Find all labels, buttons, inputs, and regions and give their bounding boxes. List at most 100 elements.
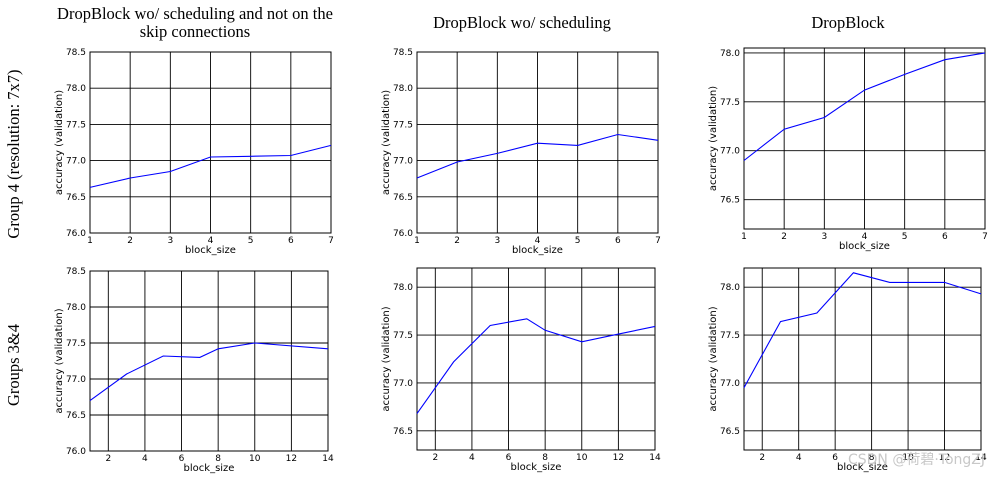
x-tick-label: 2 xyxy=(454,236,460,246)
y-tick-label: 78.5 xyxy=(393,48,413,58)
y-tick-label: 76.0 xyxy=(393,229,413,239)
series-line xyxy=(89,144,332,188)
series-line xyxy=(416,133,659,179)
x-tick-label: 2 xyxy=(105,454,111,464)
x-tick-label: 3 xyxy=(167,236,173,246)
y-tick-label: 77.5 xyxy=(720,331,740,341)
x-tick-label: 7 xyxy=(982,232,988,242)
x-tick-label: 1 xyxy=(87,236,93,246)
chart-panel-5: 2 4 6 8 10 12 14 76.5 77.0 77.5 78.0 block_size accu… xyxy=(381,267,661,473)
y-tick-label: 76.5 xyxy=(393,193,413,203)
y-axis-label: accuracy (validation) xyxy=(54,308,65,413)
chart-panel-2: 1 2 3 4 5 6 7 76.0 76.5 77.0 77.5 78.0 78.5 block_siz… xyxy=(381,48,661,256)
y-tick-label: 77.5 xyxy=(393,331,413,341)
y-tick-label: 76.0 xyxy=(66,229,86,239)
column-title-3: DropBlock xyxy=(811,13,885,32)
x-tick-label: 4 xyxy=(535,236,541,246)
axes-frame xyxy=(416,267,656,451)
x-tick-label: 2 xyxy=(781,232,787,242)
x-axis-label: block_size xyxy=(839,241,890,252)
y-axis-label: accuracy (validation) xyxy=(381,90,392,195)
watermark: CSDN @荷碧·TongZJ xyxy=(847,452,985,468)
y-tick-label: 76.5 xyxy=(720,196,740,206)
y-tick-label: 78.0 xyxy=(393,283,413,293)
x-axis-label: block_size xyxy=(185,245,236,256)
x-tick-label: 10 xyxy=(249,454,261,464)
x-tick-label: 14 xyxy=(975,453,987,463)
x-tick-label: 10 xyxy=(902,453,914,463)
y-axis-label: accuracy (validation) xyxy=(381,306,392,411)
y-tick-label: 78.5 xyxy=(66,267,86,277)
x-tick-label: 6 xyxy=(179,454,185,464)
x-tick-label: 5 xyxy=(248,236,254,246)
x-tick-label: 1 xyxy=(741,232,747,242)
y-tick-label: 76.5 xyxy=(66,193,86,203)
series-line xyxy=(743,52,986,161)
y-tick-label: 78.5 xyxy=(66,48,86,58)
x-tick-label: 10 xyxy=(576,453,588,463)
x-tick-label: 2 xyxy=(432,453,438,463)
x-tick-label: 4 xyxy=(208,236,214,246)
axes-frame xyxy=(89,51,332,234)
y-tick-label: 77.5 xyxy=(66,120,86,130)
x-tick-label: 4 xyxy=(862,232,868,242)
x-tick-label: 14 xyxy=(649,453,661,463)
y-tick-label: 76.5 xyxy=(393,427,413,437)
x-axis-label: block_size xyxy=(184,463,235,474)
y-tick-label: 77.0 xyxy=(393,379,413,389)
y-axis-label: accuracy (validation) xyxy=(708,86,719,191)
x-tick-label: 3 xyxy=(821,232,827,242)
chart-panel-1: 1 2 3 4 5 6 7 76.0 76.5 77.0 77.5 78.0 78.5 block_siz… xyxy=(54,48,334,256)
y-tick-label: 78.0 xyxy=(720,283,740,293)
chart-panel-3: 1 2 3 4 5 6 7 76.5 77.0 77.5 78.0 block_size accurac… xyxy=(708,47,988,252)
x-tick-label: 6 xyxy=(615,236,621,246)
axes-frame xyxy=(743,267,982,451)
x-tick-label: 6 xyxy=(506,453,512,463)
x-tick-label: 6 xyxy=(942,232,948,242)
x-tick-label: 2 xyxy=(127,236,133,246)
x-tick-label: 2 xyxy=(759,453,765,463)
x-tick-label: 8 xyxy=(542,453,548,463)
y-tick-label: 78.0 xyxy=(66,303,86,313)
x-tick-label: 6 xyxy=(288,236,294,246)
axes-frame xyxy=(743,47,986,230)
x-tick-label: 4 xyxy=(796,453,802,463)
series-line xyxy=(743,272,982,388)
x-tick-label: 8 xyxy=(869,453,875,463)
x-tick-label: 14 xyxy=(322,454,334,464)
y-tick-label: 77.5 xyxy=(720,98,740,108)
y-tick-label: 77.0 xyxy=(66,157,86,167)
x-axis-label: block_size xyxy=(512,245,563,256)
y-tick-label: 76.5 xyxy=(720,427,740,437)
y-tick-label: 77.0 xyxy=(66,375,86,385)
y-tick-label: 76.0 xyxy=(66,447,86,457)
column-title-1-line-1: DropBlock wo/ scheduling and not on the xyxy=(57,4,333,23)
y-tick-label: 78.0 xyxy=(393,84,413,94)
x-tick-label: 12 xyxy=(939,453,950,463)
y-tick-label: 77.0 xyxy=(720,379,740,389)
x-tick-label: 4 xyxy=(142,454,148,464)
y-axis-label: accuracy (validation) xyxy=(54,90,65,195)
x-tick-label: 3 xyxy=(494,236,500,246)
x-tick-label: 5 xyxy=(902,232,908,242)
x-axis-label: block_size xyxy=(837,462,888,473)
y-tick-label: 76.5 xyxy=(66,411,86,421)
series-line xyxy=(89,342,329,402)
series-line xyxy=(416,318,656,414)
x-tick-label: 6 xyxy=(832,453,838,463)
y-tick-label: 78.0 xyxy=(66,84,86,94)
y-tick-label: 77.0 xyxy=(393,157,413,167)
x-tick-label: 12 xyxy=(286,454,297,464)
x-tick-label: 8 xyxy=(215,454,221,464)
chart-panel-4: 2 4 6 8 10 12 14 76.0 76.5 77.0 77.5 78.0 78.5 block_… xyxy=(54,267,334,474)
column-title-1-line-2: skip connections xyxy=(139,22,251,41)
y-tick-label: 77.0 xyxy=(720,147,740,157)
axes-frame xyxy=(89,270,329,452)
x-axis-label: block_size xyxy=(511,462,562,473)
x-tick-label: 7 xyxy=(328,236,334,246)
x-tick-label: 1 xyxy=(414,236,420,246)
y-tick-label: 77.5 xyxy=(393,120,413,130)
x-tick-label: 7 xyxy=(655,236,661,246)
chart-panel-6: 2 4 6 8 10 12 14 76.5 77.0 77.5 78.0 block_size accu… xyxy=(708,267,987,473)
